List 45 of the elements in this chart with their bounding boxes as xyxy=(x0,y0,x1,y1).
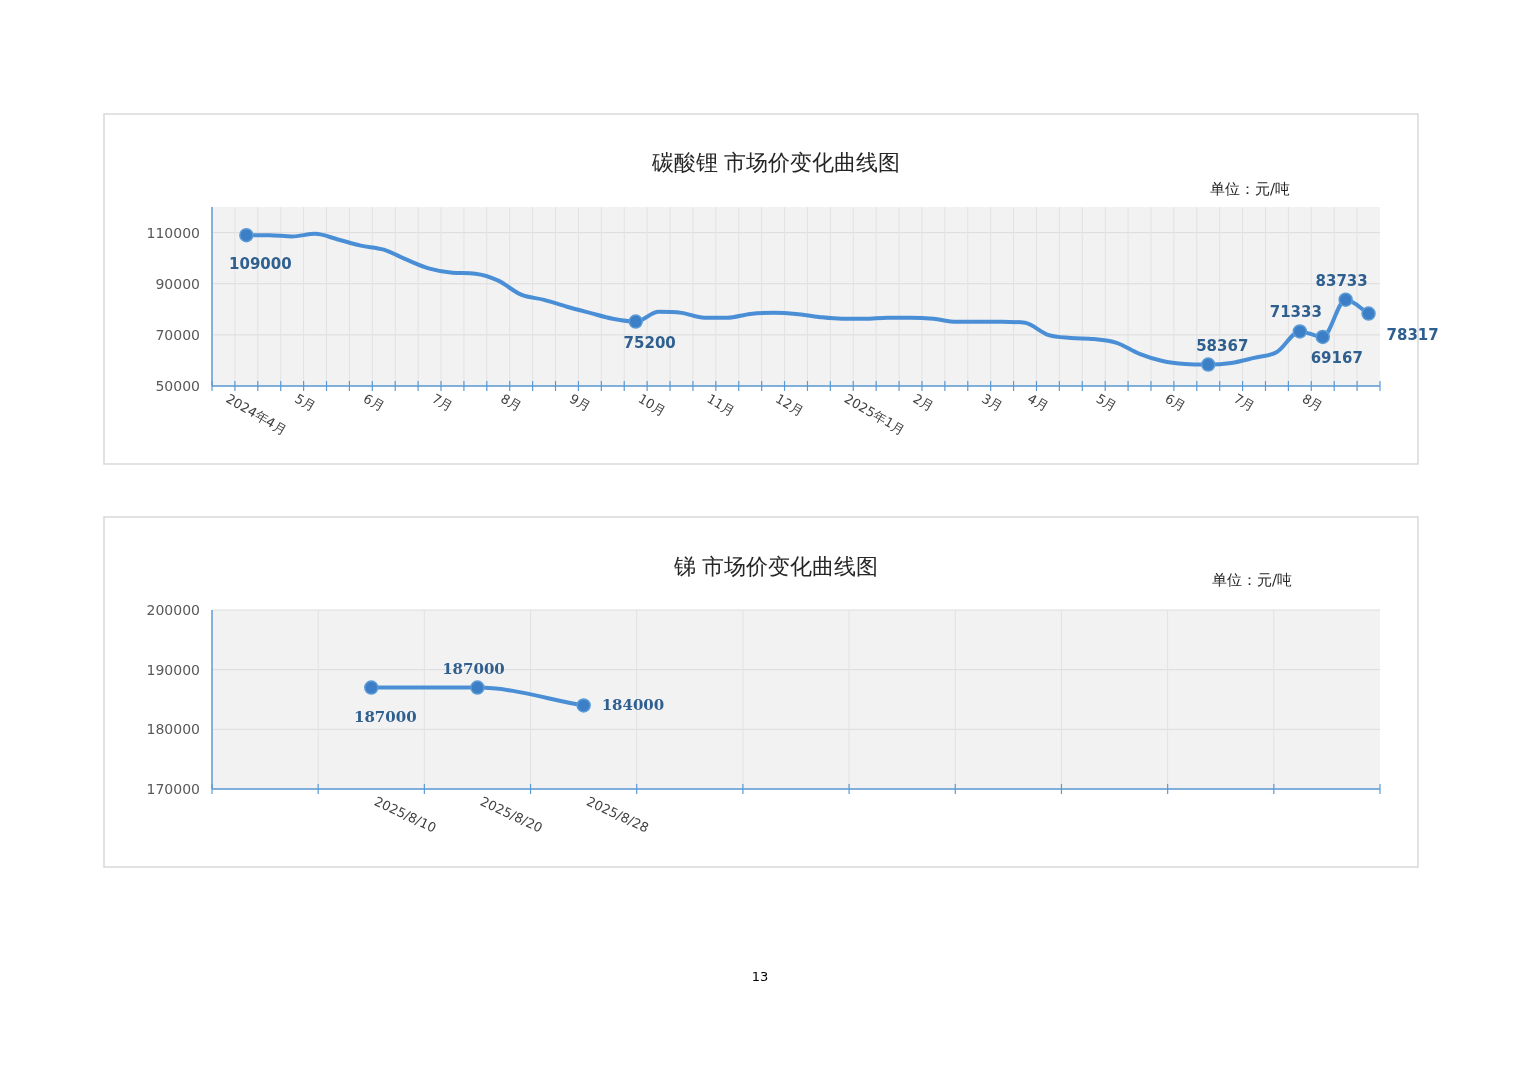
x-tick-label: 6月 xyxy=(1162,390,1189,415)
data-label: 83733 xyxy=(1315,271,1368,290)
data-label: 184000 xyxy=(601,696,665,715)
x-tick-label: 5月 xyxy=(1093,390,1120,415)
point xyxy=(1361,306,1376,321)
y-tick-label: 200000 xyxy=(146,602,200,618)
point xyxy=(1338,292,1353,307)
x-tick-label: 2月 xyxy=(910,390,937,415)
x-tick-label: 11月 xyxy=(704,390,738,419)
chart-subtitle: 单位：元/吨 xyxy=(1211,571,1293,589)
x-tick-label: 9月 xyxy=(566,390,593,415)
x-tick-label: 8月 xyxy=(498,390,525,415)
point xyxy=(1292,324,1308,339)
data-label: 58367 xyxy=(1196,336,1249,355)
x-tick-label: 7月 xyxy=(1231,390,1258,415)
data-label: 75200 xyxy=(623,333,676,352)
x-tick-label: 12月 xyxy=(773,390,807,419)
y-tick-label: 170000 xyxy=(146,781,200,797)
x-tick-label: 10月 xyxy=(635,390,669,419)
text: 13 xyxy=(751,969,769,984)
point xyxy=(239,227,254,243)
x-tick-label: 7月 xyxy=(429,390,456,415)
point xyxy=(1200,357,1216,372)
data-label: 78317 xyxy=(1386,325,1439,344)
y-tick-label: 180000 xyxy=(146,721,200,738)
x-tick-label: 3月 xyxy=(979,390,1006,415)
y-tick-label: 70000 xyxy=(155,326,200,343)
point xyxy=(1315,329,1330,345)
data-label: 69167 xyxy=(1310,348,1363,367)
y-tick-label: 90000 xyxy=(155,275,200,292)
x-tick-label: 4月 xyxy=(1025,390,1051,415)
data-label: 71333 xyxy=(1269,303,1322,322)
point xyxy=(628,314,643,329)
data-label: 187000 xyxy=(353,707,417,726)
y-tick-label: 110000 xyxy=(146,224,200,241)
data-label: 187000 xyxy=(442,659,505,678)
y-tick-label: 190000 xyxy=(146,661,200,678)
data-label: 109000 xyxy=(229,255,292,274)
y-tick-label: 50000 xyxy=(155,378,200,394)
x-tick-label: 6月 xyxy=(360,390,387,415)
chart-subtitle: 单位：元/吨 xyxy=(1209,180,1291,198)
x-tick-label: 5月 xyxy=(292,390,319,415)
chart-title: 锑 市场价变化曲线图 xyxy=(672,554,879,579)
x-tick-label: 8月 xyxy=(1299,390,1326,415)
chart-title: 碳酸锂 市场价变化曲线图 xyxy=(650,150,901,175)
